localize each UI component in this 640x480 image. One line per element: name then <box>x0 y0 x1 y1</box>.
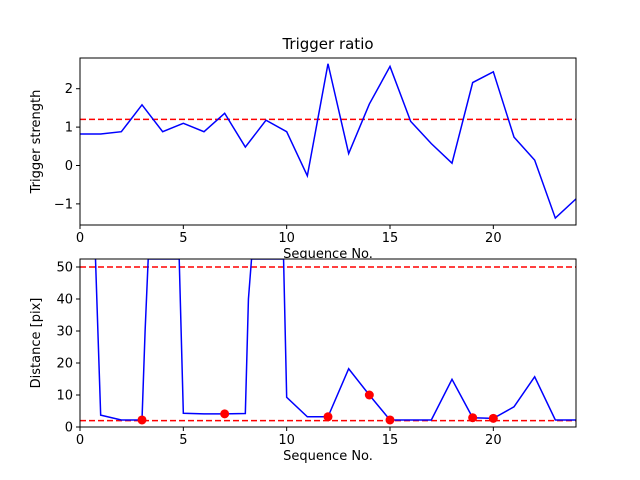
y-tick-label: 2 <box>65 82 73 97</box>
x-tick-label: 0 <box>76 433 84 448</box>
y-axis-label: Trigger strength <box>29 90 44 195</box>
series-line-0 <box>80 63 576 220</box>
axes-frame <box>79 258 577 428</box>
y-tick-label: 1 <box>65 121 73 136</box>
marker-point <box>385 415 395 425</box>
plot-data <box>80 63 576 220</box>
y-tick-label: 10 <box>56 389 73 404</box>
x-tick-label: 15 <box>382 231 399 246</box>
y-tick-label: 0 <box>65 159 73 174</box>
y-tick-label: 50 <box>56 261 73 276</box>
distance-panel: 0 5 10 15 20 0 10 20 30 40 50 Sequence No. Distance … <box>29 258 577 464</box>
x-tick-label: 10 <box>278 231 295 246</box>
x-tick-label: 15 <box>382 433 399 448</box>
x-tick-label: 20 <box>485 433 502 448</box>
y-tick-label: 0 <box>65 421 73 436</box>
marker-point <box>364 390 374 400</box>
y-tick-label: 30 <box>56 325 73 340</box>
plot-data <box>80 259 576 425</box>
x-tick-label: 10 <box>278 433 295 448</box>
x-axis-label: Sequence No. <box>283 247 373 262</box>
x-tick-label: 5 <box>179 433 187 448</box>
plot-area <box>80 58 576 225</box>
marker-point <box>323 412 333 422</box>
y-axis-label: Distance [pix] <box>29 298 44 389</box>
marker-point <box>220 409 230 419</box>
x-tick-label: 0 <box>76 231 84 246</box>
axes-frame <box>79 57 577 226</box>
x-tick-label: 20 <box>485 231 502 246</box>
marker-point <box>468 413 478 423</box>
trigger-ratio-panel: 0 5 10 15 20 −1 0 1 2 Sequence No. Trigger strengt… <box>29 35 577 262</box>
x-axis-label: Sequence No. <box>283 449 373 464</box>
y-tick-label: −1 <box>54 197 73 212</box>
y-tick-label: 40 <box>56 293 73 308</box>
marker-point <box>137 415 147 425</box>
chart-title: Trigger ratio <box>281 35 373 53</box>
marker-point <box>488 413 498 423</box>
plot-area <box>80 259 576 427</box>
x-tick-label: 5 <box>179 231 187 246</box>
y-tick-label: 20 <box>56 357 73 372</box>
